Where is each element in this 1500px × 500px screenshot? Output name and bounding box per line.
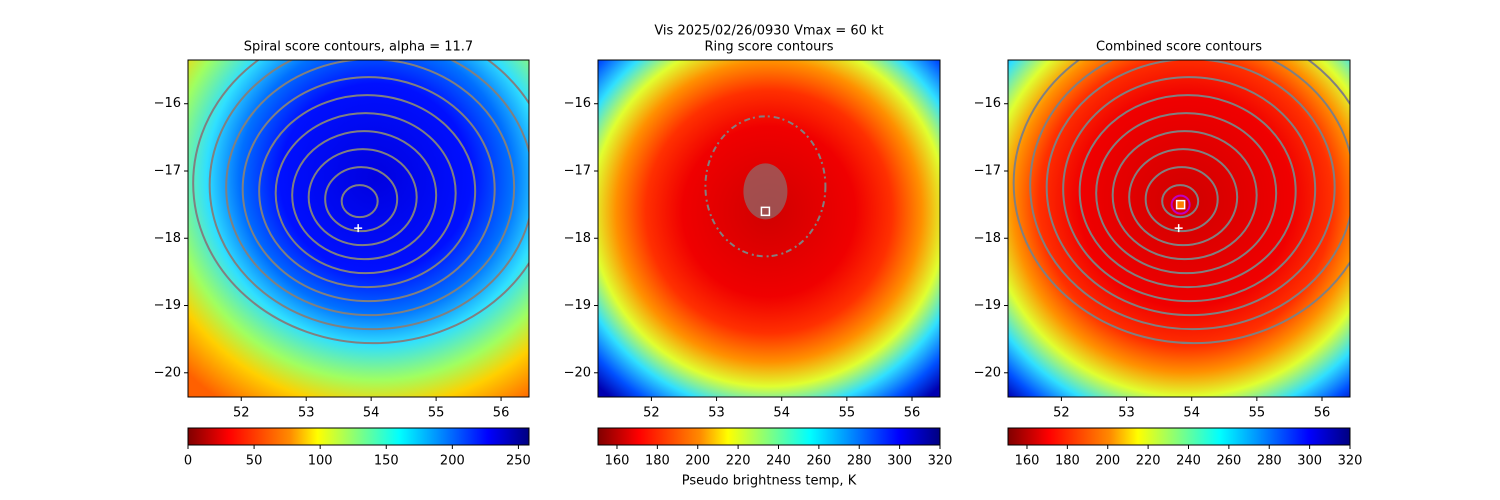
colorbar-tick-label: 250	[506, 454, 531, 469]
colorbar-tick-label: 220	[726, 454, 751, 469]
x-tick-label: 55	[428, 406, 445, 421]
center-marker	[1170, 194, 1191, 215]
x-tick-label: 53	[708, 406, 725, 421]
x-tick-label: 54	[1183, 406, 1200, 421]
contour	[258, 94, 477, 289]
colorbar	[597, 427, 941, 446]
contour	[1161, 184, 1200, 219]
colorbar-tick-label: 0	[184, 454, 192, 469]
y-tick-label: −20	[974, 365, 1001, 380]
colorbar	[187, 427, 530, 446]
colorbar-tick-label: 260	[806, 454, 831, 469]
colorbar-tick-label: 220	[1136, 454, 1161, 469]
x-tick-label: 52	[1053, 406, 1070, 421]
axes-frame	[1007, 59, 1351, 398]
contour	[743, 163, 788, 220]
x-tick-label: 52	[233, 406, 250, 421]
x-tick-label: 53	[1118, 406, 1135, 421]
contour	[1111, 130, 1258, 261]
colorbar-tick-label: 100	[308, 454, 333, 469]
colorbar	[1007, 427, 1351, 446]
panel-title: Spiral score contours, alpha = 11.7	[244, 40, 473, 55]
y-tick-label: −20	[564, 365, 591, 380]
contour	[340, 184, 379, 219]
x-tick-label: 56	[493, 406, 510, 421]
panel-title: Ring score contours	[704, 40, 833, 55]
contour	[324, 166, 399, 233]
colorbar-tick-label: 240	[1176, 454, 1201, 469]
colorbar-tick-label: 160	[1015, 454, 1040, 469]
y-tick-label: −17	[564, 163, 591, 178]
contour	[1128, 148, 1239, 247]
colorbar-tick-label: 200	[685, 454, 710, 469]
center-marker	[760, 206, 771, 217]
contour	[241, 76, 496, 303]
contour	[307, 148, 418, 247]
colorbar-tick-label: 320	[928, 454, 953, 469]
y-tick-label: −19	[154, 298, 181, 313]
y-tick-label: −19	[564, 298, 591, 313]
center-marker	[354, 224, 363, 233]
colorbar-tick-label: 260	[1216, 454, 1241, 469]
contour	[291, 130, 438, 261]
y-tick-label: −18	[154, 231, 181, 246]
y-tick-label: −19	[974, 298, 1001, 313]
colorbar-tick-label: 180	[645, 454, 670, 469]
contour	[704, 115, 827, 258]
panel	[598, 60, 940, 397]
y-tick-label: −20	[154, 365, 181, 380]
x-tick-label: 53	[298, 406, 315, 421]
colorbar-tick-label: 320	[1338, 454, 1363, 469]
colorbar-tick-label: 200	[1095, 454, 1120, 469]
x-tick-label: 55	[839, 406, 856, 421]
y-tick-label: −17	[974, 163, 1001, 178]
colorbar-tick-label: 240	[766, 454, 791, 469]
x-tick-label: 56	[1314, 406, 1331, 421]
axes-frame	[187, 59, 530, 398]
colorbar-tick-label: 150	[374, 454, 399, 469]
colorbar-tick-label: 280	[1257, 454, 1282, 469]
colorbar-tick-label: 50	[246, 454, 263, 469]
colorbar-tick-label: 300	[887, 454, 912, 469]
contour	[1012, 60, 1350, 345]
contour	[1045, 60, 1336, 317]
x-tick-label: 52	[643, 406, 660, 421]
center-marker	[1174, 224, 1183, 233]
contour	[225, 60, 516, 317]
figure-title: Vis 2025/02/26/0930 Vmax = 60 kt	[654, 24, 883, 39]
contour	[1029, 60, 1350, 331]
axes-frame	[597, 59, 941, 398]
contour	[208, 60, 529, 331]
colorbar-tick-label: 180	[1055, 454, 1080, 469]
x-tick-label: 55	[1249, 406, 1266, 421]
colorbar-tick-label: 280	[847, 454, 872, 469]
y-tick-label: −17	[154, 163, 181, 178]
x-tick-label: 56	[904, 406, 921, 421]
contour	[1095, 112, 1278, 275]
panel	[1008, 60, 1350, 397]
image	[598, 60, 940, 397]
x-tick-label: 54	[363, 406, 380, 421]
colorbar-tick-label: 300	[1297, 454, 1322, 469]
contour	[1144, 166, 1219, 233]
colorbar-tick-label: 160	[605, 454, 630, 469]
panel	[188, 60, 529, 397]
contour	[1078, 94, 1297, 289]
center-marker	[1175, 199, 1186, 210]
y-tick-label: −18	[564, 231, 591, 246]
x-tick-label: 54	[773, 406, 790, 421]
y-tick-label: −18	[974, 231, 1001, 246]
colorbar-tick-label: 200	[440, 454, 465, 469]
contour	[192, 60, 529, 345]
y-tick-label: −16	[564, 96, 591, 111]
y-tick-label: −16	[154, 96, 181, 111]
contour	[1062, 76, 1317, 303]
y-tick-label: −16	[974, 96, 1001, 111]
panel-title: Combined score contours	[1096, 40, 1262, 55]
contour	[274, 112, 457, 275]
colorbar-label: Pseudo brightness temp, K	[682, 474, 857, 489]
